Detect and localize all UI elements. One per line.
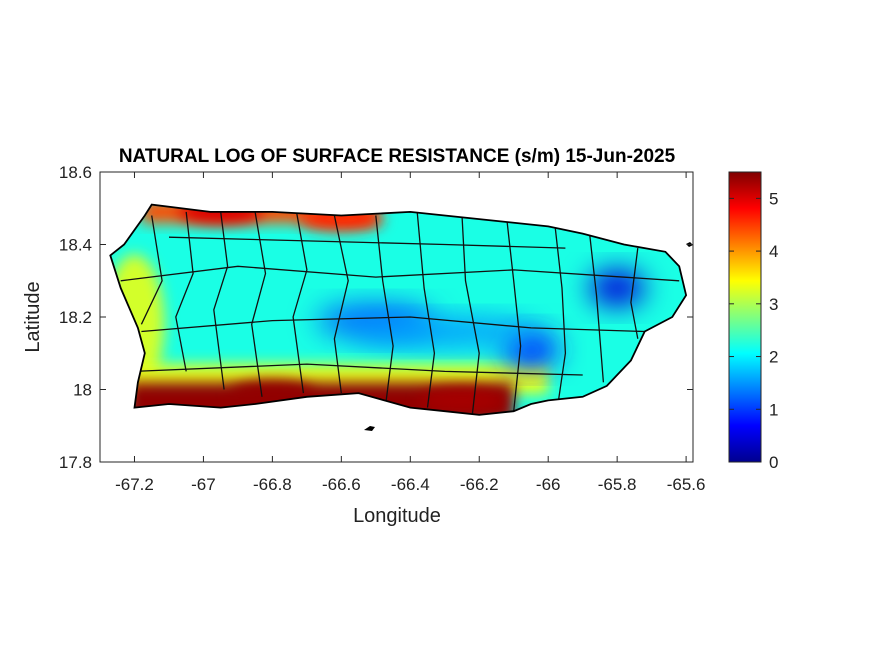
x-axis: -67.2 -67 -66.8 -66.6 -66.4 -66.2 -66 -65.8 -65.… [115,172,705,494]
x-tick-label: -66.8 [253,475,292,494]
x-tick-label: -67 [191,475,216,494]
municipality-boundary [588,233,605,383]
heat-central-corridor [349,317,540,346]
colorbar-tick-label: 0 [769,453,778,472]
colorbar-ticks: 0 1 2 3 4 5 [729,189,778,472]
municipality-boundary [506,219,522,412]
municipality-boundary [416,211,436,408]
x-tick-label: -66.4 [391,475,430,494]
heat-high-region-1 [420,388,505,413]
colorbar-tick-label: 3 [769,295,778,314]
x-tick-label: -66.2 [460,475,499,494]
y-tick-label: 18 [73,381,92,400]
municipality-boundary [168,236,566,249]
y-tick-label: 18.2 [59,308,92,327]
municipality-boundary [175,211,194,372]
x-tick-label: -66 [536,475,561,494]
islet-south [364,426,375,431]
colorbar-tick-label: 2 [769,348,778,367]
y-axis-label: Latitude [22,281,44,352]
colorbar-tick-label: 4 [769,242,778,261]
x-tick-label: -65.8 [598,475,637,494]
colorbar [728,171,762,463]
municipality-boundary [630,248,639,339]
colorbar-tick-label: 5 [769,189,778,208]
x-axis-label: Longitude [353,505,441,527]
heat-low-region-1 [502,331,559,368]
municipality-boundary [461,215,480,415]
municipality-boundary [141,316,645,333]
municipality-boundary [251,211,267,397]
island-outline [109,203,688,416]
x-tick-label: -66.6 [322,475,361,494]
municipality-boundaries [120,211,680,415]
municipality-boundary [375,215,394,401]
municipality-boundary [134,363,583,376]
x-tick-label: -67.2 [115,475,154,494]
municipality-boundary [140,215,163,325]
y-tick-label: 18.6 [59,163,92,182]
chart-title: NATURAL LOG OF SURFACE RESISTANCE (s/m) … [119,146,676,167]
y-tick-label: 17.8 [59,453,92,472]
municipality-boundary [554,226,567,401]
colorbar-tick-label: 1 [769,400,778,419]
y-axis: 17.8 18 18.2 18.4 18.6 [59,163,693,472]
municipality-boundary [120,265,680,282]
x-tick-label: -65.6 [667,475,706,494]
y-tick-label: 18.4 [59,236,92,255]
